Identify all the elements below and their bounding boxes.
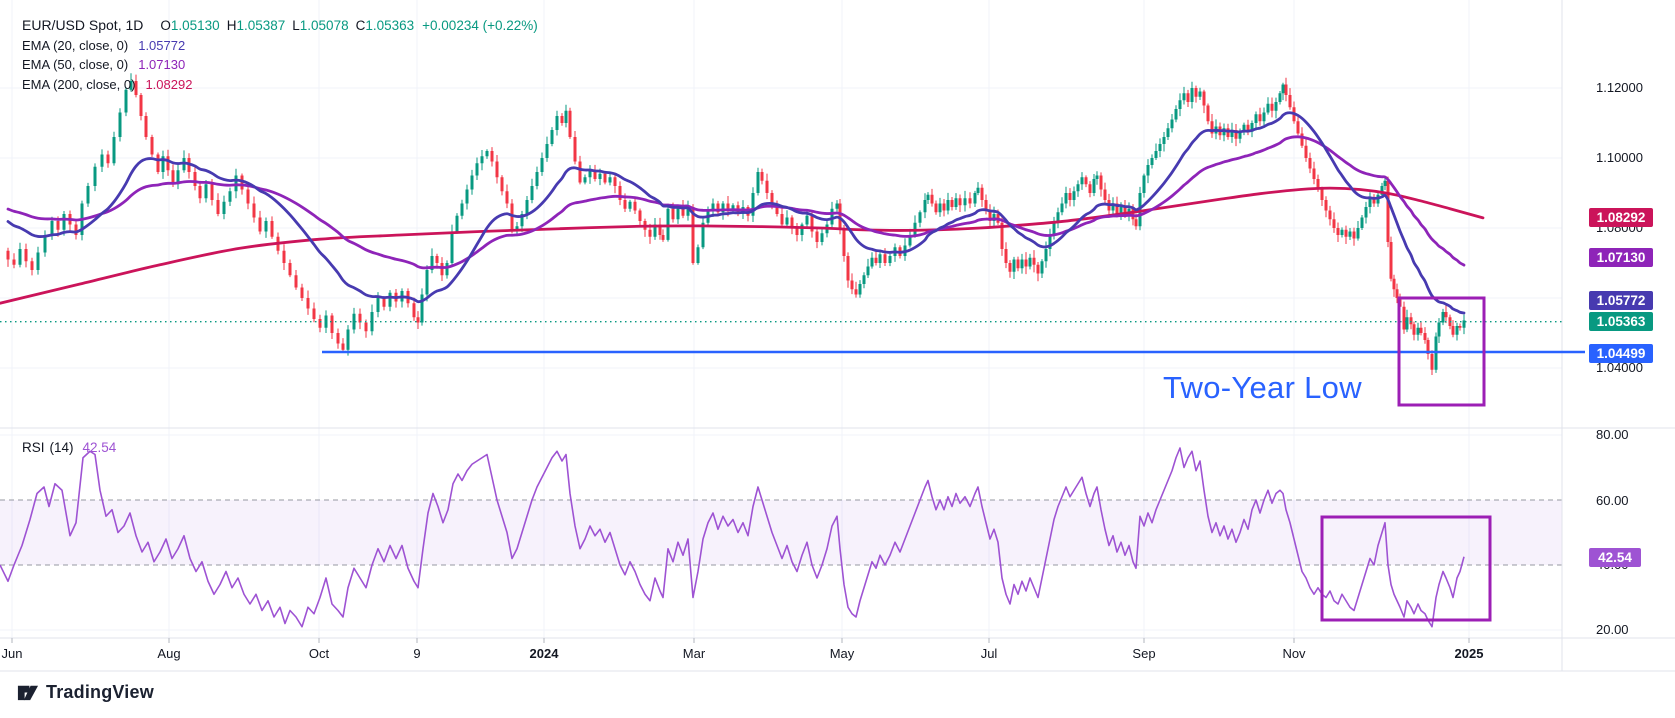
ema200-line (0, 186, 1485, 305)
ema20-value: 1.05772 (138, 37, 186, 53)
symbol-ohlc-row[interactable]: EUR/USD Spot, 1D O1.05130 H1.05387 L1.05078… (22, 16, 538, 36)
rsi-highlight-rect[interactable] (1320, 515, 1492, 622)
high-label: H (226, 18, 237, 33)
close-label: C (355, 18, 366, 33)
axis-label-1.04000: 1.04000 (1596, 360, 1643, 375)
indicator-row-ema20[interactable]: EMA (20, close, 0) 1.05772 (22, 36, 538, 56)
axis-label-20.00: 20.00 (1596, 622, 1629, 637)
time-label-Aug: Aug (157, 646, 181, 661)
time-label-Nov: Nov (1282, 646, 1306, 661)
time-label-2025: 2025 (1454, 646, 1484, 661)
ema20-line (6, 111, 1466, 315)
rsi-indicator-row[interactable]: RSI (14) 42.54 (22, 440, 116, 455)
indicator-row-ema50[interactable]: EMA (50, close, 0) 1.07130 (22, 55, 538, 75)
ema20-price-badge: 1.05772 (1589, 290, 1653, 310)
open-label: O (160, 18, 171, 33)
axis-label-1.12000: 1.12000 (1596, 80, 1643, 95)
time-label-Oct: Oct (308, 646, 330, 661)
ema50-price-badge: 1.07130 (1589, 247, 1653, 267)
axis-label-1.10000: 1.10000 (1596, 150, 1643, 165)
ema50-line (6, 135, 1466, 270)
time-label-Mar: Mar (682, 646, 706, 661)
ema50-label: EMA (50, close, 0) (22, 57, 129, 72)
rsi-line (0, 447, 1465, 628)
high-value: 1.05387 (236, 18, 286, 33)
ema200-price-badge: 1.08292 (1589, 207, 1653, 227)
change-value: +0.00234 (+0.22%) (422, 18, 538, 33)
time-label-Jul: Jul (980, 646, 998, 661)
ema50-value: 1.07130 (138, 57, 186, 72)
symbol-title: EUR/USD Spot, 1D (22, 17, 144, 33)
time-label-Sep: Sep (1132, 646, 1156, 661)
support-price-badge: 1.04499 (1589, 343, 1653, 363)
rsi-params: (14) (49, 440, 74, 455)
rsi-value-badge: 42.54 (1589, 547, 1641, 567)
close-value: 1.05363 (365, 18, 415, 33)
axis-label-80.00: 80.00 (1596, 427, 1629, 442)
open-value: 1.05130 (170, 18, 220, 33)
price-highlight-rect[interactable] (1397, 296, 1486, 407)
time-label-May: May (829, 646, 855, 661)
two-year-low-annotation[interactable]: Two-Year Low (1163, 370, 1362, 405)
indicator-row-ema200[interactable]: EMA (200, close, 0) 1.08292 (22, 75, 538, 95)
candlestick-series (6, 73, 1466, 375)
rsi-label: RSI (22, 440, 45, 455)
ema200-value: 1.08292 (145, 76, 193, 92)
axis-label-60.00: 60.00 (1596, 493, 1629, 508)
low-label: L (292, 18, 300, 33)
ema20-label: EMA (20, close, 0) (22, 37, 129, 53)
tradingview-logo-text: TradingView (46, 682, 154, 702)
chart-legend: EUR/USD Spot, 1D O1.05130 H1.05387 L1.05078… (22, 16, 538, 94)
rsi-value: 42.54 (82, 440, 117, 455)
time-label-2024: 2024 (529, 646, 559, 661)
time-label-9: 9 (413, 646, 421, 661)
tradingview-logo[interactable]: TradingView (16, 681, 154, 704)
tradingview-logo-icon (17, 685, 39, 701)
last-price-badge: 1.05363 (1589, 311, 1653, 331)
low-value: 1.05078 (299, 18, 349, 33)
time-label-Jun: Jun (1, 646, 23, 661)
ema200-label: EMA (200, close, 0) (22, 76, 136, 92)
